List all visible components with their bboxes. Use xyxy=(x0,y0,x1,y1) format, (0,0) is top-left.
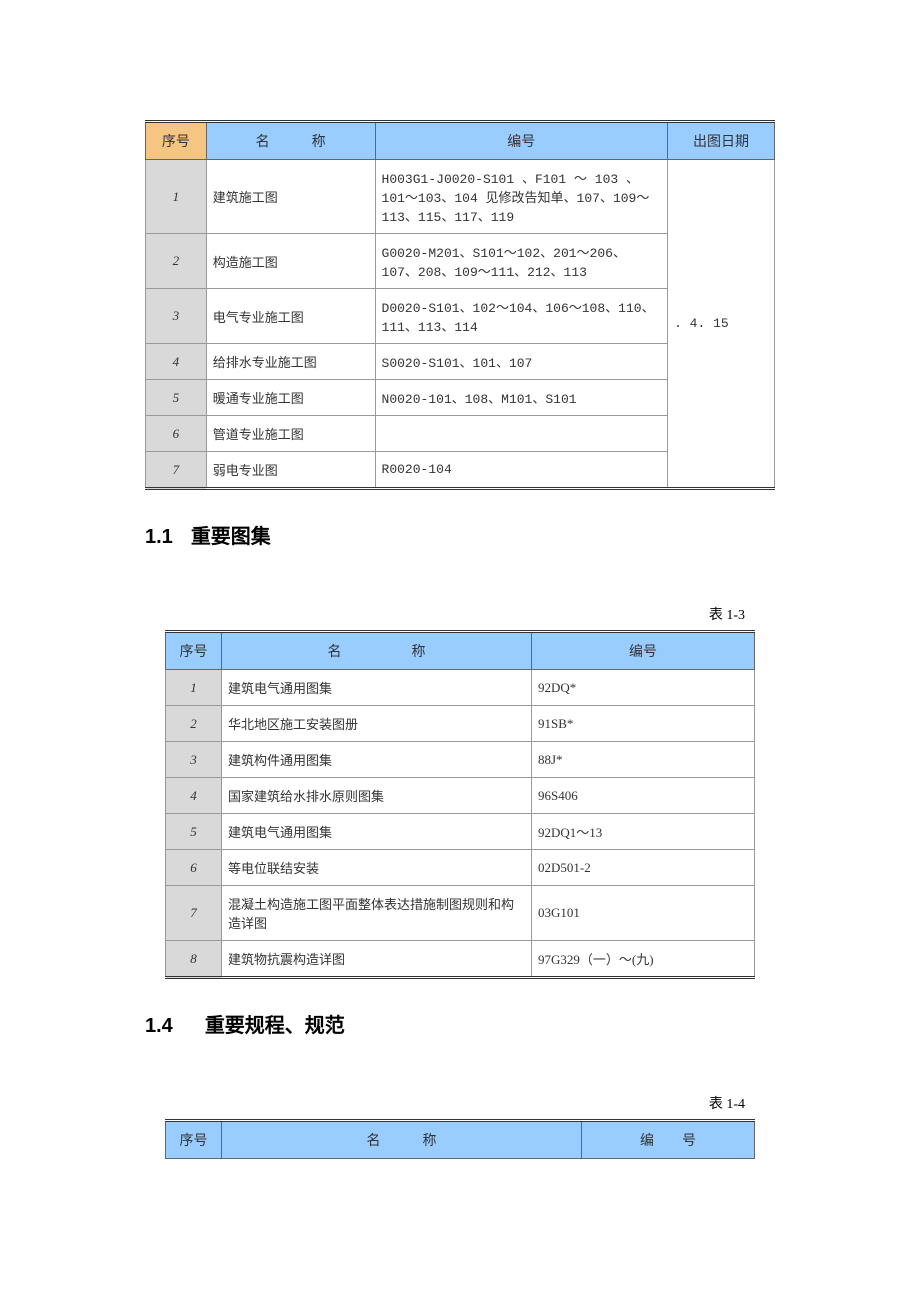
table2-label: 表 1-3 xyxy=(165,604,755,624)
table-row: 7 混凝土构造施工图平面整体表达措施制图规则和构造详图 03G101 xyxy=(166,886,755,941)
section-heading-2: 1.4重要规程、规范 xyxy=(145,1009,775,1038)
table-row: 6 等电位联结安装 02D501-2 xyxy=(166,850,755,886)
date-cell: . 4. 15 xyxy=(668,160,775,489)
table-row: 5 建筑电气通用图集 92DQ1～13 xyxy=(166,814,755,850)
table-row: 1 建筑电气通用图集 92DQ* xyxy=(166,670,755,706)
col-name: 名 称 xyxy=(222,1121,582,1159)
construction-drawings-table: 序号 名 称 编号 出图日期 1 建筑施工图 H003G1-J0020-S101… xyxy=(145,120,775,490)
table-row: 2 华北地区施工安装图册 91SB* xyxy=(166,706,755,742)
col-seq: 序号 xyxy=(166,1121,222,1159)
col-date: 出图日期 xyxy=(668,122,775,160)
table-row: 1 建筑施工图 H003G1-J0020-S101 、F101 ～ 103 、1… xyxy=(146,160,775,234)
col-seq: 序号 xyxy=(166,632,222,670)
section-heading-1: 1.1重要图集 xyxy=(145,520,775,549)
col-code: 编号 xyxy=(532,632,755,670)
col-seq: 序号 xyxy=(146,122,207,160)
table-row: 3 建筑构件通用图集 88J* xyxy=(166,742,755,778)
atlas-table: 序号 名 称 编号 1 建筑电气通用图集 92DQ* 2 华北地区施工安装图册 … xyxy=(165,630,755,979)
col-code: 编号 xyxy=(375,122,668,160)
col-name: 名 称 xyxy=(206,122,375,160)
regulation-table: 序号 名 称 编 号 xyxy=(165,1119,755,1159)
table-row: 4 国家建筑给水排水原则图集 96S406 xyxy=(166,778,755,814)
table-row: 8 建筑物抗震构造详图 97G329（一）～(九) xyxy=(166,941,755,978)
table3-label: 表 1-4 xyxy=(165,1093,755,1113)
col-code: 编 号 xyxy=(582,1121,755,1159)
col-name: 名 称 xyxy=(222,632,532,670)
